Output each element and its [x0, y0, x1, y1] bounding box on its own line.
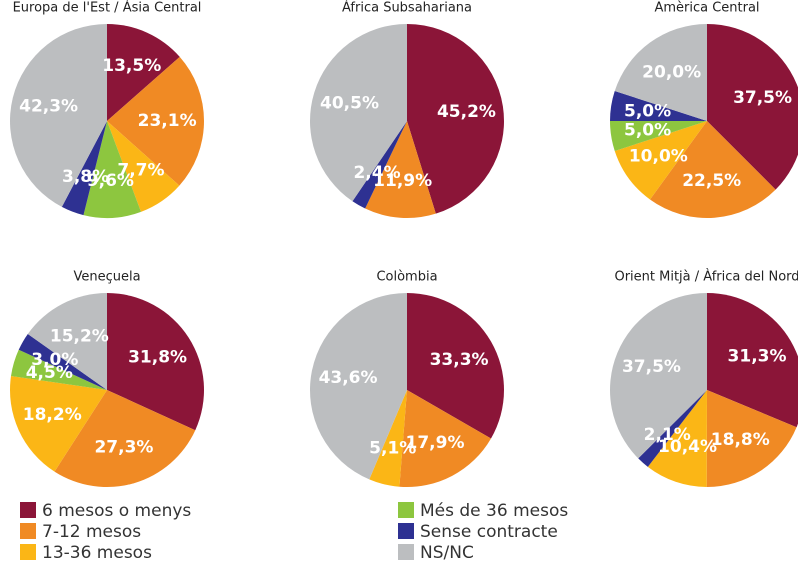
pie-slice [610, 91, 707, 121]
pie-slice [107, 24, 180, 121]
legend-swatch [398, 523, 414, 539]
value-label: 37,5% [622, 357, 681, 377]
value-label: 9,6% [87, 171, 134, 191]
pie-slice [61, 121, 107, 216]
pie-slice [9, 376, 108, 472]
pie-slice [706, 390, 797, 487]
value-label: 3,8% [62, 167, 109, 187]
pie-title: Orient Mitjà / Àfrica del Nord [614, 269, 798, 285]
value-label: 10,0% [629, 146, 688, 166]
value-label: 2,1% [644, 425, 691, 445]
pie-slice [649, 121, 776, 219]
pie-slice [107, 293, 204, 431]
pie-slice [11, 349, 107, 390]
pie-title: Amèrica Central [654, 1, 759, 16]
pie-slice [614, 24, 707, 121]
pie-slice [610, 121, 707, 151]
value-label: 18,8% [711, 430, 770, 450]
legend-label: 7-12 mesos [42, 522, 141, 542]
pie-slice [310, 24, 407, 202]
legend-swatch [398, 502, 414, 518]
pie-slice [707, 24, 798, 190]
pie-title: Europa de l'Est / Àsia Central [13, 0, 202, 16]
pie-slice [83, 121, 142, 218]
pie-slice [107, 121, 180, 212]
value-label: 5,0% [624, 120, 671, 140]
value-label: 20,0% [642, 62, 701, 82]
value-label: 33,3% [430, 350, 489, 370]
pie-slice [638, 390, 707, 467]
pie-slice [399, 390, 492, 487]
pie-slice [407, 293, 504, 439]
value-label: 40,5% [320, 93, 379, 113]
value-label: 31,8% [128, 347, 187, 367]
legend-swatch [20, 523, 36, 539]
pie-slice [310, 293, 407, 480]
value-label: 43,6% [319, 368, 378, 388]
value-label: 5,0% [624, 102, 671, 122]
legend-swatch [398, 544, 414, 560]
legend-swatch [20, 502, 36, 518]
legend-label: 13-36 mesos [42, 543, 152, 563]
pie-slice [10, 24, 107, 207]
pie-slice [369, 390, 407, 487]
value-label: 4,5% [26, 363, 73, 383]
value-label: 10,4% [658, 437, 717, 457]
legend-label: Més de 36 mesos [420, 501, 568, 521]
pie-slice [352, 121, 407, 209]
value-label: 45,2% [437, 102, 496, 122]
legend-label: NS/NC [420, 543, 474, 563]
value-label: 2,4% [353, 163, 400, 183]
value-label: 17,9% [406, 433, 465, 453]
value-label: 27,3% [94, 438, 153, 458]
value-label: 18,2% [23, 405, 82, 425]
pie-slice [609, 293, 707, 459]
pie-slice [365, 121, 436, 218]
legend-label: Sense contracte [420, 522, 558, 542]
pie-title: Colòmbia [376, 270, 437, 285]
pie-slice [407, 24, 504, 214]
value-label: 42,3% [19, 97, 78, 117]
pie-slice [27, 293, 107, 390]
pie-slice [18, 333, 108, 390]
value-label: 23,1% [138, 111, 197, 131]
value-label: 3,0% [31, 350, 78, 370]
pie-slice [707, 293, 798, 428]
pie-title: Veneçuela [73, 270, 140, 285]
legend-swatch [20, 544, 36, 560]
value-label: 22,5% [682, 171, 741, 191]
pie-slice [614, 121, 707, 200]
value-label: 7,7% [117, 161, 164, 181]
legend-label: 6 mesos o menys [42, 501, 191, 521]
value-label: 13,5% [102, 56, 161, 76]
value-label: 37,5% [733, 88, 792, 108]
pie-slice [54, 390, 196, 487]
value-label: 5,1% [369, 438, 416, 458]
pie-title: Àfrica Subsahariana [342, 0, 472, 16]
pie-slice [107, 56, 204, 186]
pie-slice [647, 390, 707, 487]
value-label: 31,3% [728, 347, 787, 367]
value-label: 15,2% [50, 327, 109, 347]
value-label: 11,9% [373, 171, 432, 191]
